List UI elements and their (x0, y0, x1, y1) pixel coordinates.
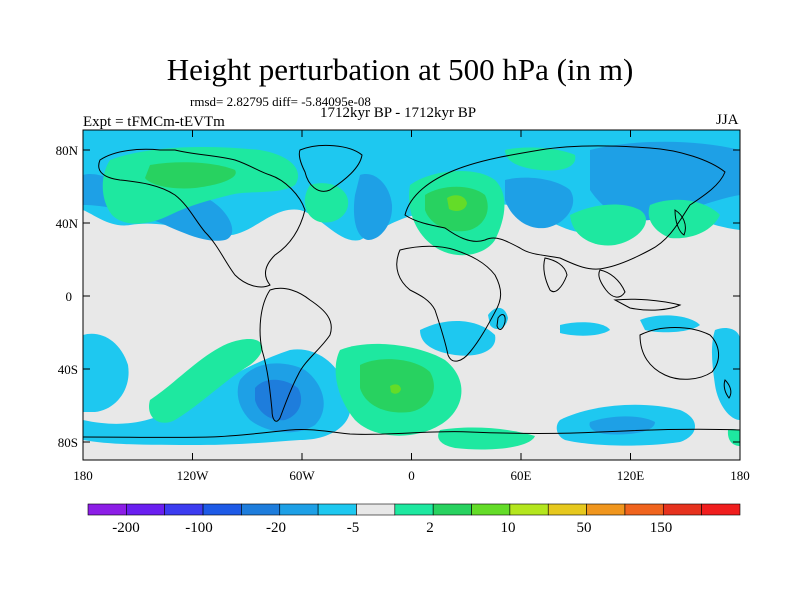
colorbar-swatch (471, 503, 511, 516)
colorbar-swatch (394, 503, 434, 516)
colorbar-swatch (701, 503, 741, 516)
colorbar-label-150: 150 (650, 520, 673, 536)
coastline-new-zealand (723, 379, 732, 399)
contour-blue-dark-south-america (255, 379, 302, 421)
coastline-africa (396, 245, 502, 362)
lat-label-40s: 40S (58, 362, 78, 377)
colorbar-label-minus-100: -100 (185, 520, 213, 536)
colorbar-swatch (241, 503, 281, 516)
coastline-antarctica (83, 428, 740, 438)
lat-label-80s: 80S (58, 435, 78, 450)
contour-blue-east-asia (590, 141, 740, 221)
colorbar-swatch (87, 503, 127, 516)
colorbar-swatch (624, 503, 664, 516)
colorbar-label-minus-20: -20 (266, 520, 286, 536)
colorbar-swatch (432, 503, 472, 516)
colorbar-swatch (317, 503, 357, 516)
contour-blue-atlantic (353, 174, 393, 240)
lon-label-0: 0 (408, 468, 415, 483)
colorbar-swatch (586, 503, 626, 516)
lat-label-80n: 80N (56, 143, 79, 158)
colorbar-label-minus-5: -5 (347, 520, 360, 536)
contour-cyan-australia-south (711, 328, 740, 420)
lat-label-equator: 0 (66, 289, 73, 304)
map-title: Height perturbation at 500 hPa (in m) (166, 52, 634, 87)
contour-lime-north-america (145, 162, 236, 189)
colorbar (87, 503, 741, 516)
contour-field (83, 130, 740, 450)
contour-green-greenland (304, 183, 349, 223)
colorbar-swatch (279, 503, 319, 516)
colorbar-label-2: 2 (426, 520, 434, 536)
time-period-label: 1712kyr BP - 1712kyr BP (320, 105, 477, 121)
colorbar-swatch (202, 503, 242, 516)
lon-label-120w: 120W (177, 468, 210, 483)
colorbar-swatch (509, 503, 549, 516)
coastline-southeast-asia (598, 269, 682, 311)
colorbar-label-50: 50 (577, 520, 592, 536)
coastline-greenland (298, 145, 363, 192)
lon-label-180-east: 180 (730, 468, 750, 483)
contour-blue-russia (505, 177, 574, 229)
experiment-label: Expt = tFMCm-tEVTm (83, 114, 225, 130)
contour-yellow-europe (447, 195, 467, 211)
coastline-australia (639, 327, 719, 380)
colorbar-swatch (356, 503, 396, 516)
axis-ticks (82, 130, 741, 460)
coastline-madagascar (496, 314, 506, 330)
colorbar-label-10: 10 (501, 520, 516, 536)
colorbar-swatch (126, 503, 165, 516)
contour-cyan-south-indian (420, 320, 496, 356)
lon-label-60w: 60W (289, 468, 315, 483)
coastline-japan (674, 209, 686, 236)
contour-green-asia (570, 204, 646, 246)
contour-green-pacific-east (648, 199, 720, 239)
rmsd-diff-stats: rmsd= 2.82795 diff= -5.84095e-08 (190, 94, 371, 109)
colorbar-swatch (547, 503, 587, 516)
coastline-india (543, 257, 568, 293)
season-label: JJA (716, 112, 739, 128)
coastline-eurasia (404, 145, 726, 270)
lat-label-40n: 40N (56, 216, 79, 231)
coastlines (83, 145, 740, 438)
coastline-south-america (259, 287, 332, 422)
lon-label-60e: 60E (511, 468, 532, 483)
contour-green-south-pacific (149, 339, 263, 423)
contour-yellow-south-atlantic (390, 384, 401, 394)
colorbar-swatch (164, 503, 204, 516)
colorbar-labels: -200 -100 -20 -5 2 10 50 150 (112, 520, 672, 536)
contour-cyan-south-pacific-west (83, 333, 129, 412)
contour-cyan-indian (560, 322, 610, 336)
colorbar-swatch (662, 503, 702, 516)
colorbar-label-minus-200: -200 (112, 520, 140, 536)
lon-label-180-west: 180 (73, 468, 93, 483)
coastline-north-america (98, 148, 306, 288)
lon-label-120e: 120E (617, 468, 645, 483)
